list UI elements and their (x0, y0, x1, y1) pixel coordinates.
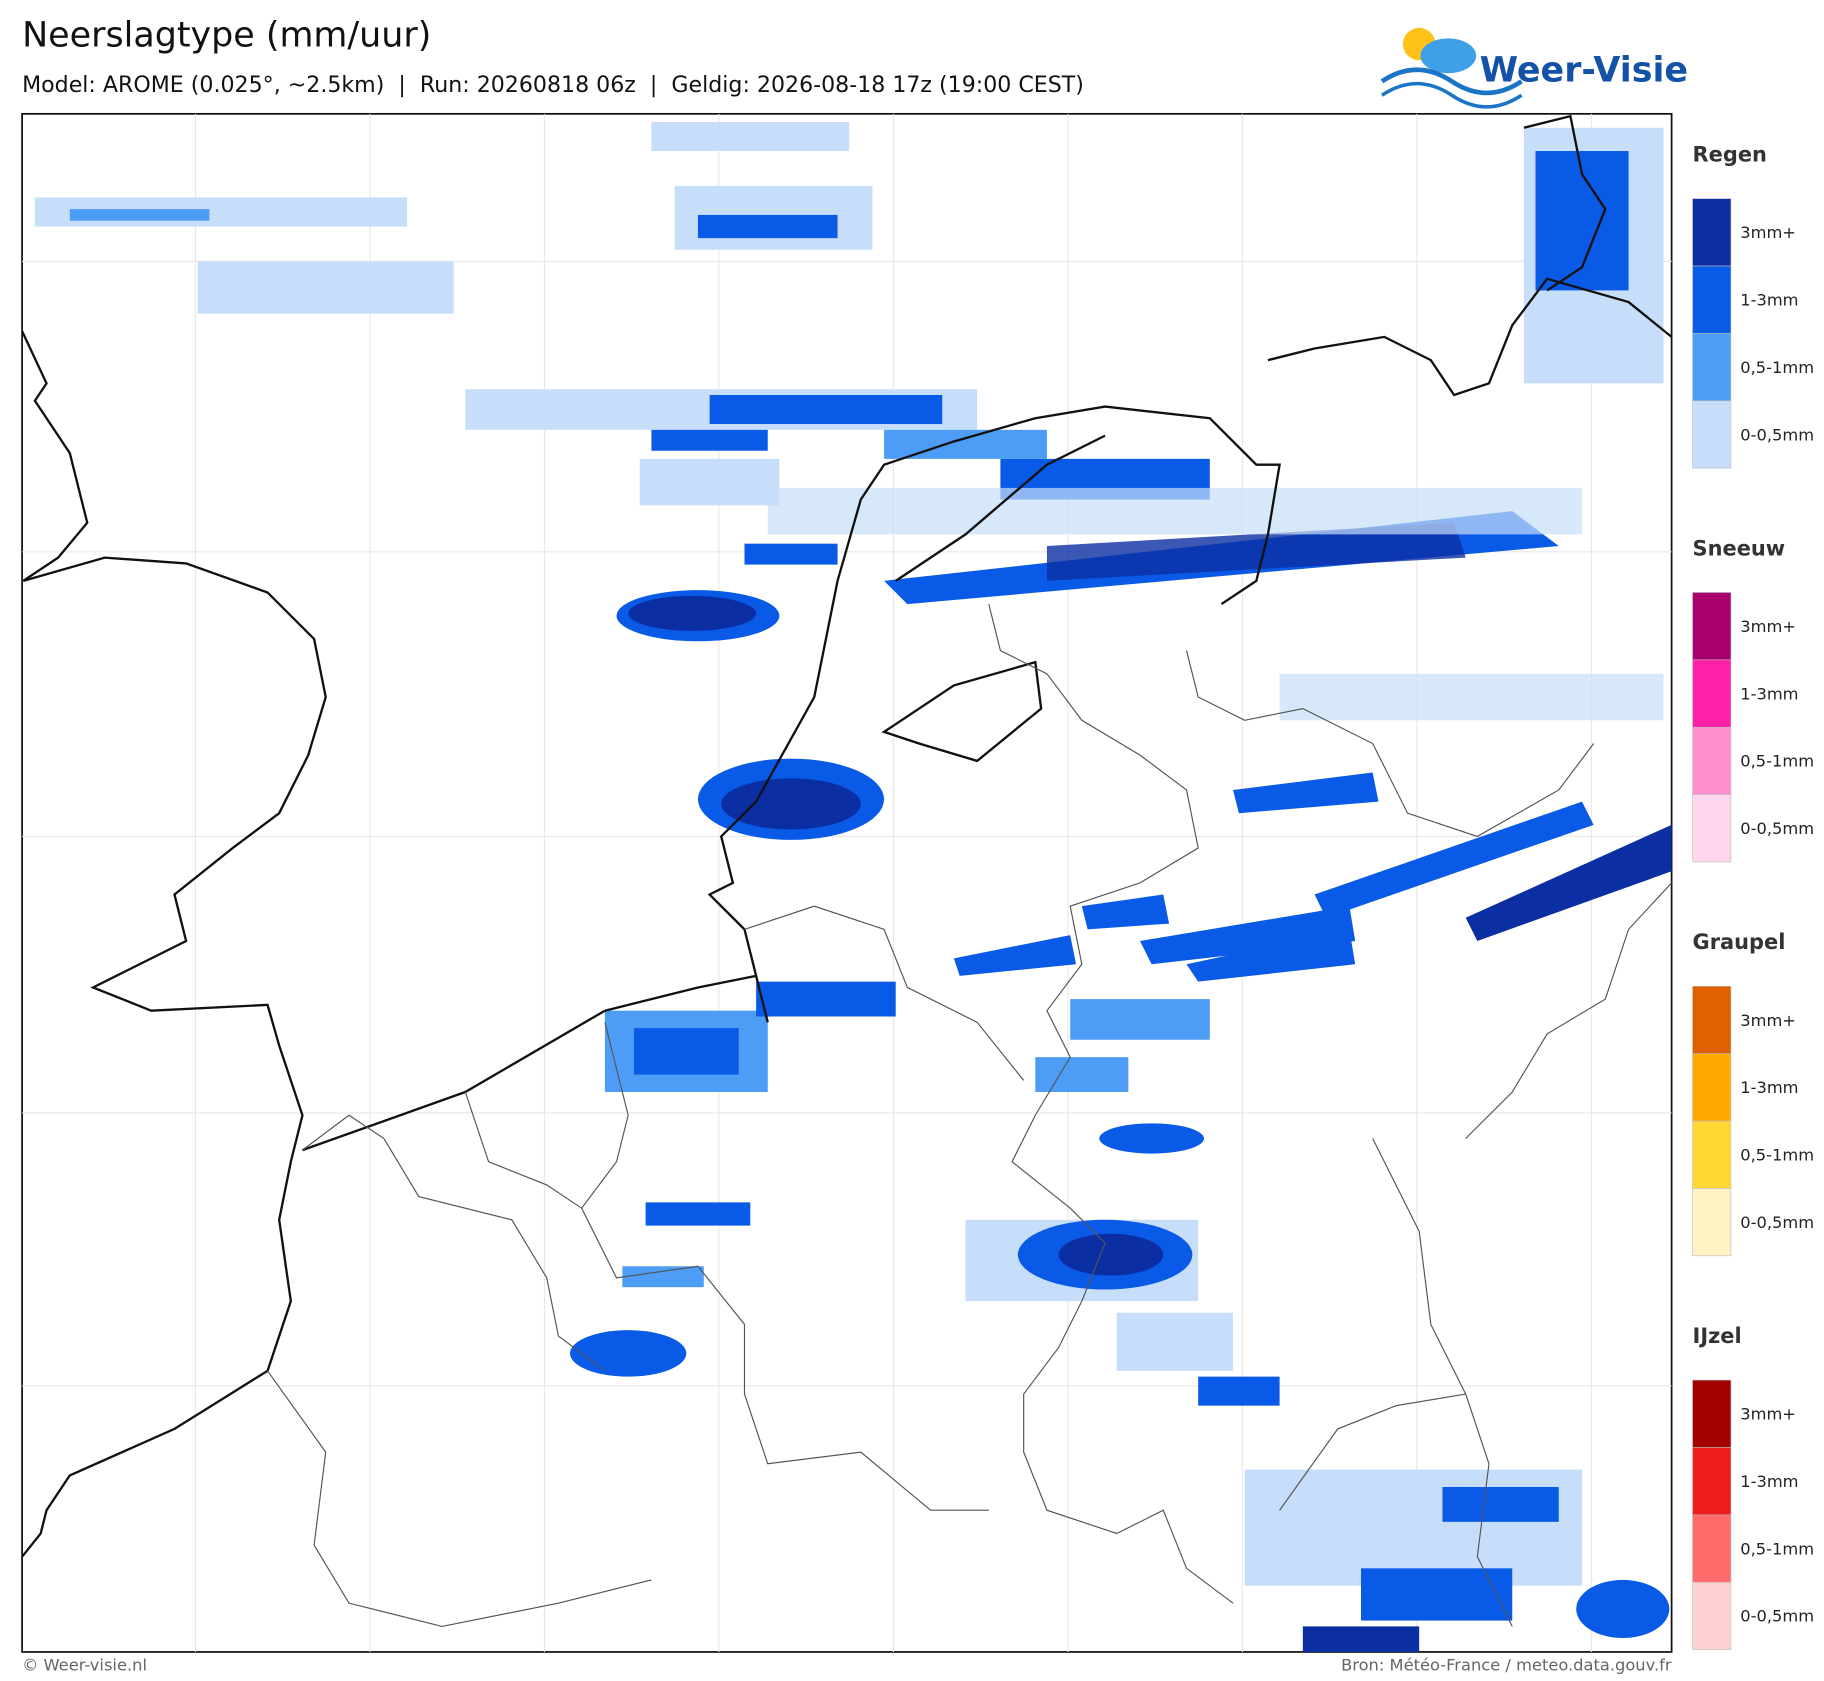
logo-text: Weer-Visie (1480, 50, 1688, 90)
legend-label: 0-0,5mm (1740, 425, 1814, 444)
legend-swatch (1692, 265, 1732, 334)
legend-label: 1-3mm (1740, 1472, 1798, 1491)
legend-swatch (1692, 794, 1732, 863)
legend-swatch (1692, 1053, 1732, 1122)
legend-title: Regen (1693, 142, 1767, 166)
footer-right: Bron: Météo-France / meteo.data.gouv.fr (1341, 1656, 1672, 1675)
legend-label: 0,5-1mm (1740, 1539, 1814, 1558)
coastlines (22, 114, 1672, 1558)
legend-label: 1-3mm (1740, 684, 1798, 703)
legend-label: 0-0,5mm (1740, 819, 1814, 838)
legend-label: 3mm+ (1740, 223, 1796, 242)
legend-title: Graupel (1693, 930, 1786, 954)
legend-swatch (1692, 726, 1732, 795)
legend-swatch (1692, 592, 1732, 661)
map (21, 112, 1673, 1653)
legend-label: 1-3mm (1740, 1078, 1798, 1097)
logo: Weer-Visie (1380, 27, 1688, 109)
legend-label: 0,5-1mm (1740, 358, 1814, 377)
legend-label: 1-3mm (1740, 291, 1798, 310)
legend-swatch (1692, 1188, 1732, 1257)
legend-title: IJzel (1693, 1324, 1742, 1348)
title: Neerslagtype (mm/uur) (22, 15, 431, 55)
legend-label: 0,5-1mm (1740, 1146, 1814, 1165)
legend-swatch (1692, 400, 1732, 469)
legend-swatch (1692, 1447, 1732, 1516)
legend-label: 3mm+ (1740, 1405, 1796, 1424)
legend-swatch (1692, 1120, 1732, 1189)
legend-title: Sneeuw (1693, 536, 1786, 560)
borders (267, 603, 1672, 1627)
subtitle: Model: AROME (0.025°, ~2.5km) | Run: 202… (22, 73, 1084, 98)
precipitation (34, 121, 1672, 1652)
legend-label: 3mm+ (1740, 1011, 1796, 1030)
legend-swatch (1692, 198, 1732, 267)
footer-left: © Weer-visie.nl (22, 1656, 147, 1675)
legend-label: 3mm+ (1740, 617, 1796, 636)
legend-label: 0-0,5mm (1740, 1607, 1814, 1626)
legend-swatch (1692, 986, 1732, 1054)
legend-label: 0,5-1mm (1740, 752, 1814, 771)
legend-swatch (1692, 659, 1732, 728)
legend-swatch (1692, 1514, 1732, 1583)
legend-swatch (1692, 1379, 1732, 1448)
legend-swatch (1692, 1581, 1732, 1650)
legend-label: 0-0,5mm (1740, 1213, 1814, 1232)
legend-swatch (1692, 333, 1732, 402)
legend: Regen 3mm+ 1-3mm 0,5-1mm 0-0,5mm Sneeuw 3mm+ 1-… (1692, 142, 1814, 1650)
